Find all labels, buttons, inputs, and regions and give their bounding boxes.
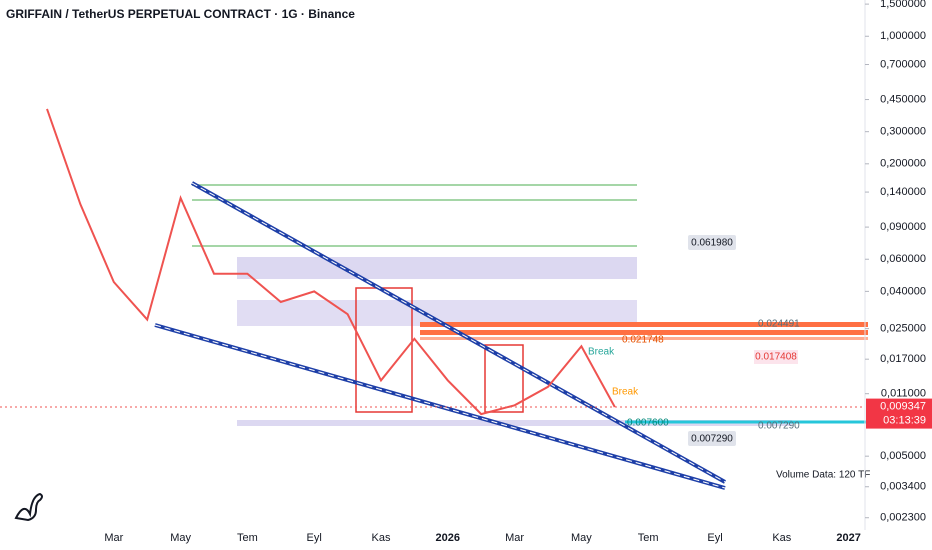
x-tick-label: Eyl (307, 532, 322, 544)
x-tick-label: Tem (638, 532, 659, 544)
upper-tag: 0.021748 (622, 335, 664, 346)
x-tick-label: May (571, 532, 592, 544)
box (484, 344, 524, 413)
tag-box (688, 431, 736, 446)
x-tick-label: 2026 (436, 532, 460, 544)
last-price-label: 0,009347 (880, 401, 926, 413)
box (355, 287, 413, 413)
logo (14, 492, 43, 522)
countdown: 03:13:39 (883, 415, 926, 427)
x-tick-label: May (170, 532, 191, 544)
y-tick-label: 0,017000 (880, 353, 926, 365)
y-tick-label: 0,700000 (880, 58, 926, 70)
zone (237, 257, 637, 279)
y-tick-label: 0,200000 (880, 158, 926, 170)
right-tag: 0.024491 (758, 319, 800, 330)
zone (237, 420, 792, 426)
x-tick-label: Eyl (707, 532, 722, 544)
x-tick-label: Kas (772, 532, 791, 544)
y-tick-label: 0,011000 (881, 388, 926, 400)
volume-note: Volume Data: 120 TF (776, 470, 870, 481)
y-tick-label: 0,450000 (880, 93, 926, 105)
x-tick-label: Mar (505, 532, 524, 544)
zone (420, 330, 868, 335)
x-tick-label: Kas (372, 532, 391, 544)
zone (420, 322, 868, 327)
y-tick-label: 0,040000 (880, 285, 926, 297)
tag-box (688, 235, 736, 250)
y-tick-label: 0,300000 (880, 126, 926, 138)
x-tick-label: 2027 (836, 532, 860, 544)
break-label: Break (612, 387, 639, 398)
y-tick-label: 0,060000 (880, 253, 926, 265)
tag-box (754, 350, 798, 364)
high-tag: 0.061980 (691, 238, 733, 249)
support-tag: 0.007600 (627, 418, 669, 429)
poc-tag: 0.017408 (755, 352, 797, 363)
y-tick-label: 0,002300 (880, 512, 926, 524)
zone (420, 337, 868, 340)
y-tick-label: 0,005000 (880, 450, 926, 462)
x-tick-label: Tem (237, 532, 258, 544)
y-tick-label: 1,000000 (880, 30, 926, 42)
y-tick-label: 0,003400 (880, 481, 926, 493)
trendline (191, 182, 726, 483)
y-tick-label: 0,090000 (880, 221, 926, 233)
last-price-box (866, 398, 932, 429)
y-tick-label: 1,500000 (880, 0, 926, 10)
y-tick-label: 0,025000 (880, 323, 926, 335)
low-tag: 0.007290 (691, 434, 733, 445)
chart-title: GRIFFAIN / TetherUS PERPETUAL CONTRACT ·… (6, 7, 355, 21)
right-tag: 0.007290 (758, 421, 800, 432)
break-label: Break (588, 347, 615, 358)
trendline (154, 324, 726, 489)
x-tick-label: Mar (104, 532, 123, 544)
y-tick-label: 0,140000 (880, 186, 926, 198)
price-line (46, 108, 616, 416)
